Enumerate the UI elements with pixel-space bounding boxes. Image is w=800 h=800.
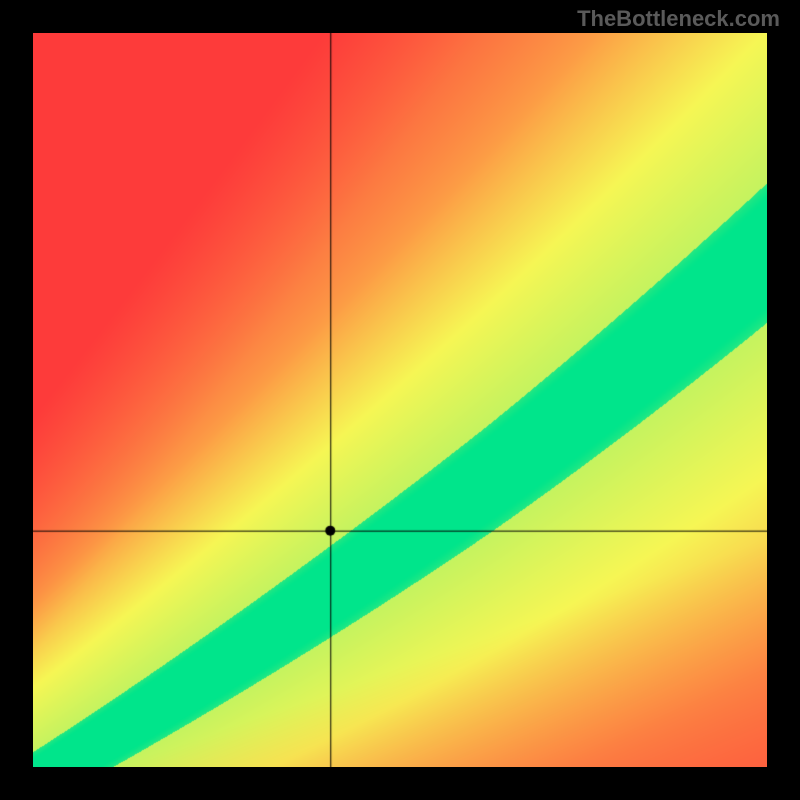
chart-container: TheBottleneck.com xyxy=(0,0,800,800)
plot-area xyxy=(33,33,767,767)
attribution-text: TheBottleneck.com xyxy=(577,6,780,32)
bottleneck-heatmap xyxy=(33,33,767,767)
